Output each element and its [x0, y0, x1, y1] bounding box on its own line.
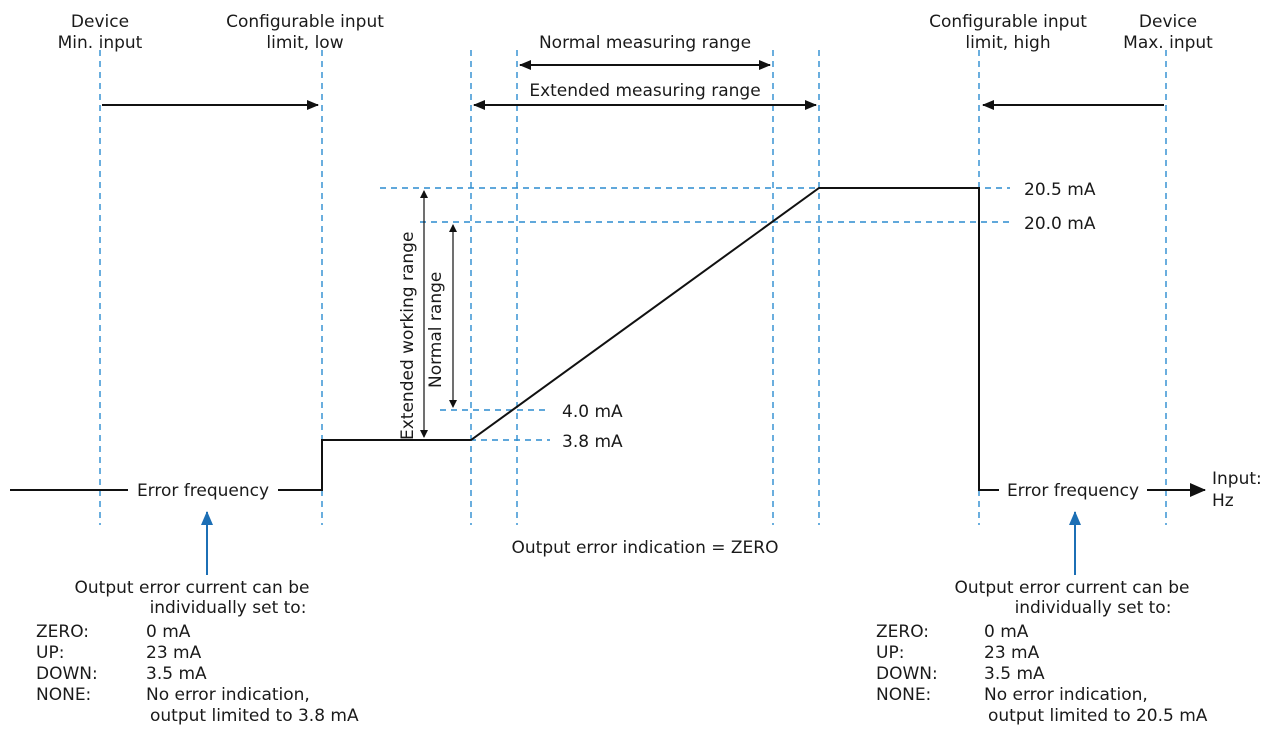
right-setting-key-up: UP: — [876, 643, 904, 663]
left-setting-note: output limited to 3.8 mA — [150, 706, 359, 726]
left-setting-key-zero: ZERO: — [36, 622, 89, 642]
measuring-range-arrows: Normal measuring range Extended measurin… — [473, 33, 817, 110]
left-settings-heading-line1: Output error current can be — [75, 578, 310, 598]
vertical-guides — [99, 50, 1167, 525]
left-setting-value-down: 3.5 mA — [146, 664, 207, 684]
input-limit-low-label-line1: Configurable input — [226, 12, 384, 32]
input-limit-low-label-line2: limit, low — [266, 33, 343, 53]
extended-measuring-range-label: Extended measuring range — [529, 81, 760, 101]
error-frequency-right-bg — [999, 478, 1147, 502]
error-frequency-left-label: Error frequency — [137, 481, 269, 501]
level-guides — [380, 187, 1010, 441]
error-frequency-right-label: Error frequency — [1007, 481, 1139, 501]
input-limit-high-label-line2: limit, high — [965, 33, 1050, 53]
axis-label-line2: Hz — [1212, 491, 1234, 511]
device-max-label-line1: Device — [1139, 12, 1197, 32]
error-frequency-left-bg — [128, 478, 278, 502]
level-label-3-8: 3.8 mA — [562, 432, 623, 452]
output-characteristic-curve — [10, 187, 1190, 491]
level-label-4-0: 4.0 mA — [562, 402, 623, 422]
right-settings-heading-line1: Output error current can be — [955, 578, 1190, 598]
right-setting-key-down: DOWN: — [876, 664, 938, 684]
left-setting-value-none: No error indication, — [146, 685, 310, 705]
header-labels: Device Min. input Configurable input lim… — [58, 12, 1214, 53]
device-min-label-line2: Min. input — [58, 33, 143, 53]
left-settings-heading-line2: individually set to: — [150, 598, 307, 618]
right-setting-key-none: NONE: — [876, 685, 931, 705]
right-setting-value-up: 23 mA — [984, 643, 1040, 663]
output-error-indication: Output error indication = ZERO — [512, 538, 779, 558]
right-setting-value-none: No error indication, — [984, 685, 1148, 705]
right-setting-key-zero: ZERO: — [876, 622, 929, 642]
current-level-labels: 20.5 mA 20.0 mA 4.0 mA 3.8 mA — [562, 180, 1096, 452]
left-error-settings: Output error current can be individually… — [36, 578, 359, 726]
vertical-range-indicators: Extended working range Normal range — [398, 190, 457, 440]
input-limit-high-label-line1: Configurable input — [929, 12, 1087, 32]
left-setting-value-up: 23 mA — [146, 643, 202, 663]
device-min-label-line1: Device — [71, 12, 129, 32]
left-setting-key-down: DOWN: — [36, 664, 98, 684]
level-label-20-5: 20.5 mA — [1024, 180, 1096, 200]
device-max-label-line2: Max. input — [1123, 33, 1213, 53]
right-settings-heading-line2: individually set to: — [1015, 598, 1172, 618]
left-setting-key-up: UP: — [36, 643, 64, 663]
right-setting-value-zero: 0 mA — [984, 622, 1029, 642]
right-setting-value-down: 3.5 mA — [984, 664, 1045, 684]
extended-working-range-label: Extended working range — [398, 232, 418, 440]
right-setting-note: output limited to 20.5 mA — [988, 706, 1208, 726]
normal-measuring-range-label: Normal measuring range — [539, 33, 751, 53]
normal-range-label: Normal range — [426, 272, 446, 388]
axis-label-line1: Input: — [1212, 469, 1262, 489]
level-label-20-0: 20.0 mA — [1024, 214, 1096, 234]
left-setting-key-none: NONE: — [36, 685, 91, 705]
left-setting-value-zero: 0 mA — [146, 622, 191, 642]
right-error-settings: Output error current can be individually… — [876, 578, 1208, 726]
